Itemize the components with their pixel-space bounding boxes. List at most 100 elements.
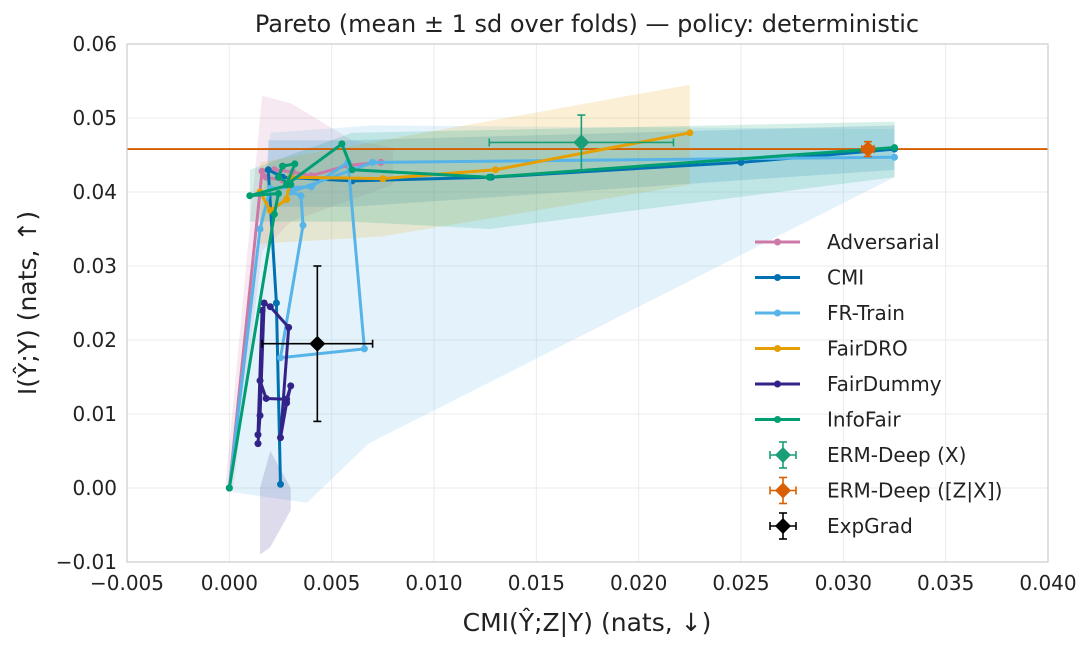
x-tick-label: 0.035 bbox=[917, 571, 974, 595]
data-point bbox=[264, 166, 272, 174]
legend-marker bbox=[774, 309, 781, 317]
legend-label: FR-Train bbox=[827, 301, 905, 325]
legend: Adversarial CMI FR-Train FairDRO FairDummy In… bbox=[755, 230, 1002, 540]
chart-title: Pareto (mean ± 1 sd over folds) — policy… bbox=[255, 10, 919, 38]
legend-marker bbox=[774, 345, 781, 352]
diamond-marker bbox=[309, 335, 326, 352]
data-point bbox=[299, 221, 307, 229]
legend-label: FairDummy bbox=[827, 372, 942, 396]
error-point-erm-deep-x- bbox=[488, 114, 675, 171]
error-point-expgrad bbox=[261, 265, 374, 423]
legend-label: ERM-Deep (X) bbox=[827, 443, 966, 467]
data-point bbox=[485, 173, 493, 181]
data-point bbox=[283, 195, 291, 203]
legend-marker bbox=[774, 416, 781, 423]
legend-label: InfoFair bbox=[827, 408, 901, 432]
y-tick-label: 0.05 bbox=[72, 106, 117, 130]
data-point bbox=[254, 440, 262, 448]
y-tick-label: 0.01 bbox=[72, 402, 117, 426]
series-lines bbox=[225, 129, 898, 492]
y-tick-label: 0.03 bbox=[72, 254, 117, 278]
x-tick-label: 0.000 bbox=[201, 571, 258, 595]
data-point bbox=[260, 299, 268, 307]
legend-marker bbox=[774, 274, 781, 281]
legend-item: ExpGrad bbox=[769, 512, 913, 540]
diamond-marker bbox=[859, 141, 876, 158]
data-point bbox=[891, 153, 898, 161]
y-tick-label: 0.04 bbox=[72, 180, 117, 204]
legend-item: FairDRO bbox=[755, 337, 908, 361]
legend-label: Adversarial bbox=[827, 230, 940, 254]
data-point bbox=[256, 377, 264, 385]
legend-marker bbox=[774, 238, 781, 246]
data-point bbox=[737, 158, 745, 166]
x-tick-label: 0.025 bbox=[712, 571, 769, 595]
sd-band bbox=[229, 125, 895, 503]
data-point bbox=[291, 160, 299, 168]
data-point bbox=[379, 175, 387, 183]
data-point bbox=[254, 431, 262, 439]
y-tick-label: 0.00 bbox=[72, 476, 117, 500]
data-point bbox=[348, 166, 356, 174]
y-tick-label: −0.01 bbox=[56, 550, 117, 574]
legend-label: ExpGrad bbox=[827, 514, 913, 538]
legend-item: InfoFair bbox=[755, 408, 901, 432]
plot-frame bbox=[126, 43, 1049, 563]
data-point bbox=[262, 394, 270, 402]
data-point bbox=[272, 299, 280, 307]
legend-item: Adversarial bbox=[755, 230, 940, 254]
data-point bbox=[891, 144, 898, 152]
data-point bbox=[277, 354, 284, 362]
error-points bbox=[261, 114, 876, 423]
data-point bbox=[274, 189, 282, 197]
data-point bbox=[266, 303, 274, 311]
legend-label: CMI bbox=[827, 266, 864, 290]
x-tick-label: −0.005 bbox=[90, 571, 164, 595]
data-point bbox=[279, 162, 287, 170]
diamond-marker bbox=[573, 134, 590, 151]
legend-marker bbox=[774, 380, 781, 388]
y-tick-label: 0.06 bbox=[72, 32, 117, 56]
data-point bbox=[360, 345, 368, 353]
data-point bbox=[258, 167, 266, 175]
legend-label: FairDRO bbox=[827, 337, 908, 361]
data-point bbox=[297, 192, 305, 200]
series-fairdummy bbox=[254, 299, 295, 448]
sd-band bbox=[260, 451, 291, 555]
legend-item: CMI bbox=[755, 266, 864, 290]
x-tick-label: 0.005 bbox=[303, 571, 360, 595]
data-point bbox=[307, 183, 315, 191]
x-tick-labels: −0.005 0.000 0.005 0.010 0.015 0.020 0.025 0.03… bbox=[90, 571, 1077, 595]
data-point bbox=[283, 395, 291, 403]
x-tick-label: 0.010 bbox=[405, 571, 462, 595]
data-point bbox=[256, 225, 264, 233]
error-point-erm-deep-z-x- bbox=[859, 140, 876, 158]
data-point bbox=[287, 382, 295, 390]
legend-item: ERM-Deep (X) bbox=[769, 441, 966, 469]
data-point bbox=[246, 192, 254, 200]
data-point bbox=[225, 484, 233, 492]
series-infofair bbox=[225, 140, 898, 492]
x-tick-label: 0.030 bbox=[815, 571, 872, 595]
sd-band bbox=[260, 84, 690, 244]
data-point bbox=[285, 323, 293, 331]
x-axis-label: CMI(Ŷ;Z|Y) (nats, ↓) bbox=[463, 607, 712, 637]
y-axis-label: I(Ŷ;Y) (nats, ↑) bbox=[12, 211, 42, 395]
x-tick-label: 0.015 bbox=[508, 571, 565, 595]
data-point bbox=[277, 480, 284, 488]
y-tick-label: 0.02 bbox=[72, 328, 117, 352]
x-tick-label: 0.020 bbox=[610, 571, 667, 595]
legend-item: ERM-Deep ([Z|X]) bbox=[769, 476, 1002, 505]
data-point bbox=[277, 434, 284, 442]
x-tick-label: 0.040 bbox=[1019, 571, 1076, 595]
diamond-marker bbox=[775, 518, 791, 534]
legend-item: FairDummy bbox=[755, 372, 942, 396]
data-point bbox=[338, 140, 346, 148]
data-point bbox=[256, 411, 264, 419]
diamond-marker bbox=[775, 482, 791, 499]
data-point bbox=[274, 173, 282, 181]
legend-label: ERM-Deep ([Z|X]) bbox=[827, 479, 1002, 503]
data-point bbox=[491, 166, 499, 174]
data-point bbox=[369, 158, 377, 166]
data-point bbox=[686, 129, 694, 137]
